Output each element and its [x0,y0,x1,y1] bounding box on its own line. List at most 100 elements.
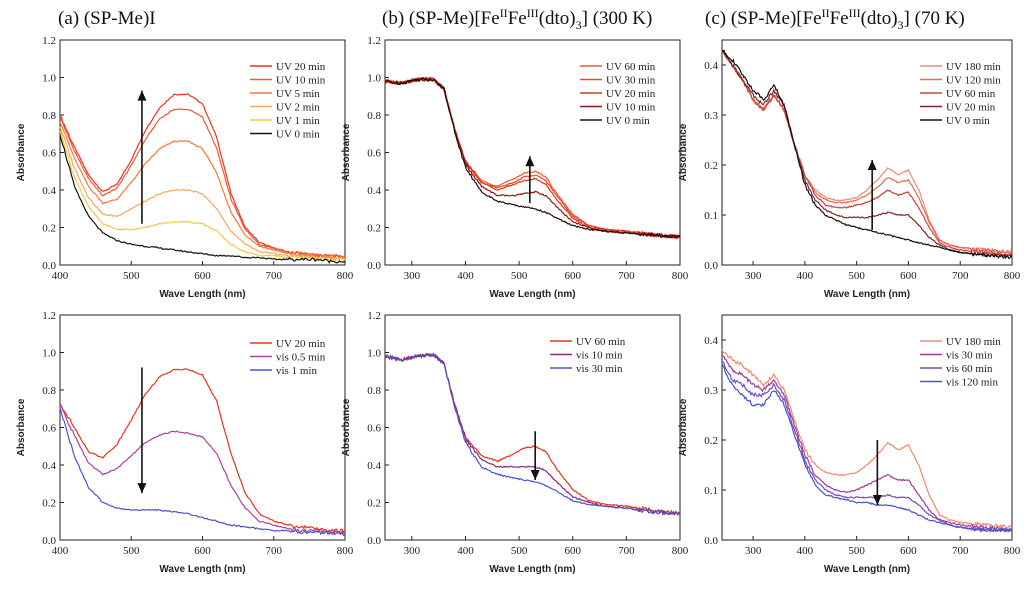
legend-label: vis 30 min [946,350,993,362]
y-tick-label: 1.2 [42,310,56,322]
x-axis-label: Wave Length (nm) [159,289,245,300]
series-line [384,352,681,517]
y-tick-label: 0.0 [704,260,718,272]
y-tick-label: 0.2 [42,498,56,510]
trend-arrow-head [137,90,147,101]
y-tick-label: 0.1 [704,210,718,222]
y-tick-label: 0.2 [704,435,718,447]
x-axis-label: Wave Length (nm) [489,564,575,575]
x-tick-label: 600 [900,270,917,282]
y-tick-label: 0.0 [704,535,718,547]
y-tick-label: 0.0 [42,260,56,272]
legend-label: UV 0 min [946,115,990,127]
legend-label: vis 120 min [946,377,998,389]
y-tick-label: 0.3 [704,110,718,122]
legend-label: vis 60 min [946,363,993,375]
legend-label: UV 0 min [276,129,320,141]
legend-label: UV 60 min [946,88,996,100]
y-tick-label: 1.0 [367,73,381,85]
legend-label: UV 2 min [276,102,320,114]
chart-a-bottom: 0.0 0.2 0.4 0.6 0.8 1.0 1.2 400 500 600 700 800 Wave… [16,310,354,575]
series-line [721,363,1013,534]
chart-c-bottom: 0.0 0.1 0.2 0.3 0.4 300 400 500 600 700 800 Wave Le… [678,314,1021,575]
x-tick-label: 400 [457,545,474,557]
x-tick-label: 700 [618,270,635,282]
x-tick-label: 700 [266,270,283,282]
y-axis-label: Absorbance [16,398,27,456]
legend-label: UV 10 min [606,102,656,114]
series-line [59,108,346,259]
series-line [59,404,346,535]
y-tick-label: 0.4 [42,185,56,197]
y-tick-label: 0.3 [704,385,718,397]
legend-label: UV 0 min [606,115,650,127]
y-tick-label: 0.6 [42,148,56,160]
x-tick-label: 300 [404,545,421,557]
y-tick-label: 0.8 [42,385,56,397]
series-line [721,49,1013,260]
legend-label: UV 5 min [276,88,320,100]
legend-label: UV 10 min [276,75,326,87]
x-tick-label: 800 [1004,545,1021,557]
legend-label: UV 60 min [576,336,626,348]
chart-a-top: 0.0 0.2 0.4 0.6 0.8 1.0 1.2 400 500 600 700 800 Wave… [16,35,354,300]
legend-label: vis 0.5 min [276,352,326,364]
y-axis-label: Absorbance [341,123,352,181]
series-line [384,353,681,516]
panel-title-b: (b) (SP-Me)[FeIIFeIII(dto)3] (300 K) [382,6,652,32]
x-tick-label: 500 [511,270,528,282]
y-tick-label: 0.2 [367,223,381,235]
x-tick-label: 500 [123,270,140,282]
y-tick-label: 0.0 [367,535,381,547]
legend-label: UV 180 min [946,61,1001,73]
x-tick-label: 700 [266,545,283,557]
chart-b-top: 0.0 0.2 0.4 0.6 0.8 1.0 1.2 300 400 500 600 700 800 W… [341,35,689,300]
y-axis-label: Absorbance [678,398,689,456]
panel-title-c: (c) (SP-Me)[FeIIFeIII(dto)3] (70 K) [705,6,965,32]
y-tick-label: 0.8 [42,110,56,122]
x-tick-label: 300 [404,270,421,282]
series-line [59,407,346,537]
y-tick-label: 1.2 [367,310,381,322]
legend-label: UV 1 min [276,115,320,127]
x-tick-label: 800 [672,545,689,557]
series-line [59,126,346,261]
series-line [384,77,681,238]
x-tick-label: 500 [848,270,865,282]
x-tick-label: 800 [672,270,689,282]
series-line [59,93,346,260]
y-tick-label: 0.6 [42,423,56,435]
x-tick-label: 700 [952,270,969,282]
legend-label: UV 120 min [946,75,1001,87]
series-line [721,355,1013,532]
x-tick-label: 600 [194,270,211,282]
y-tick-label: 0.4 [367,185,381,197]
y-tick-label: 0.0 [42,535,56,547]
x-axis-label: Wave Length (nm) [824,564,910,575]
x-tick-label: 600 [564,545,581,557]
legend-label: UV 180 min [946,336,1001,348]
y-tick-label: 0.2 [367,498,381,510]
y-tick-label: 1.0 [42,348,56,360]
x-tick-label: 300 [745,545,762,557]
y-axis-label: Absorbance [341,398,352,456]
legend-label: UV 60 min [606,61,656,73]
y-tick-label: 0.4 [42,460,56,472]
x-tick-label: 400 [797,270,814,282]
x-axis-label: Wave Length (nm) [489,289,575,300]
y-tick-label: 0.4 [367,460,381,472]
x-axis-label: Wave Length (nm) [824,289,910,300]
y-axis-label: Absorbance [678,123,689,181]
x-tick-label: 500 [511,545,528,557]
x-tick-label: 300 [745,270,762,282]
legend-label: vis 1 min [276,365,317,377]
chart-c-top: 0.0 0.1 0.2 0.3 0.4 300 400 500 600 700 800 Wave Le… [678,39,1021,300]
trend-arrow-head [872,495,882,505]
x-tick-label: 500 [123,545,140,557]
legend-label: vis 10 min [576,350,623,362]
series-line [59,368,346,533]
legend-label: UV 30 min [606,75,656,87]
x-tick-label: 600 [900,545,917,557]
y-tick-label: 0.6 [367,423,381,435]
